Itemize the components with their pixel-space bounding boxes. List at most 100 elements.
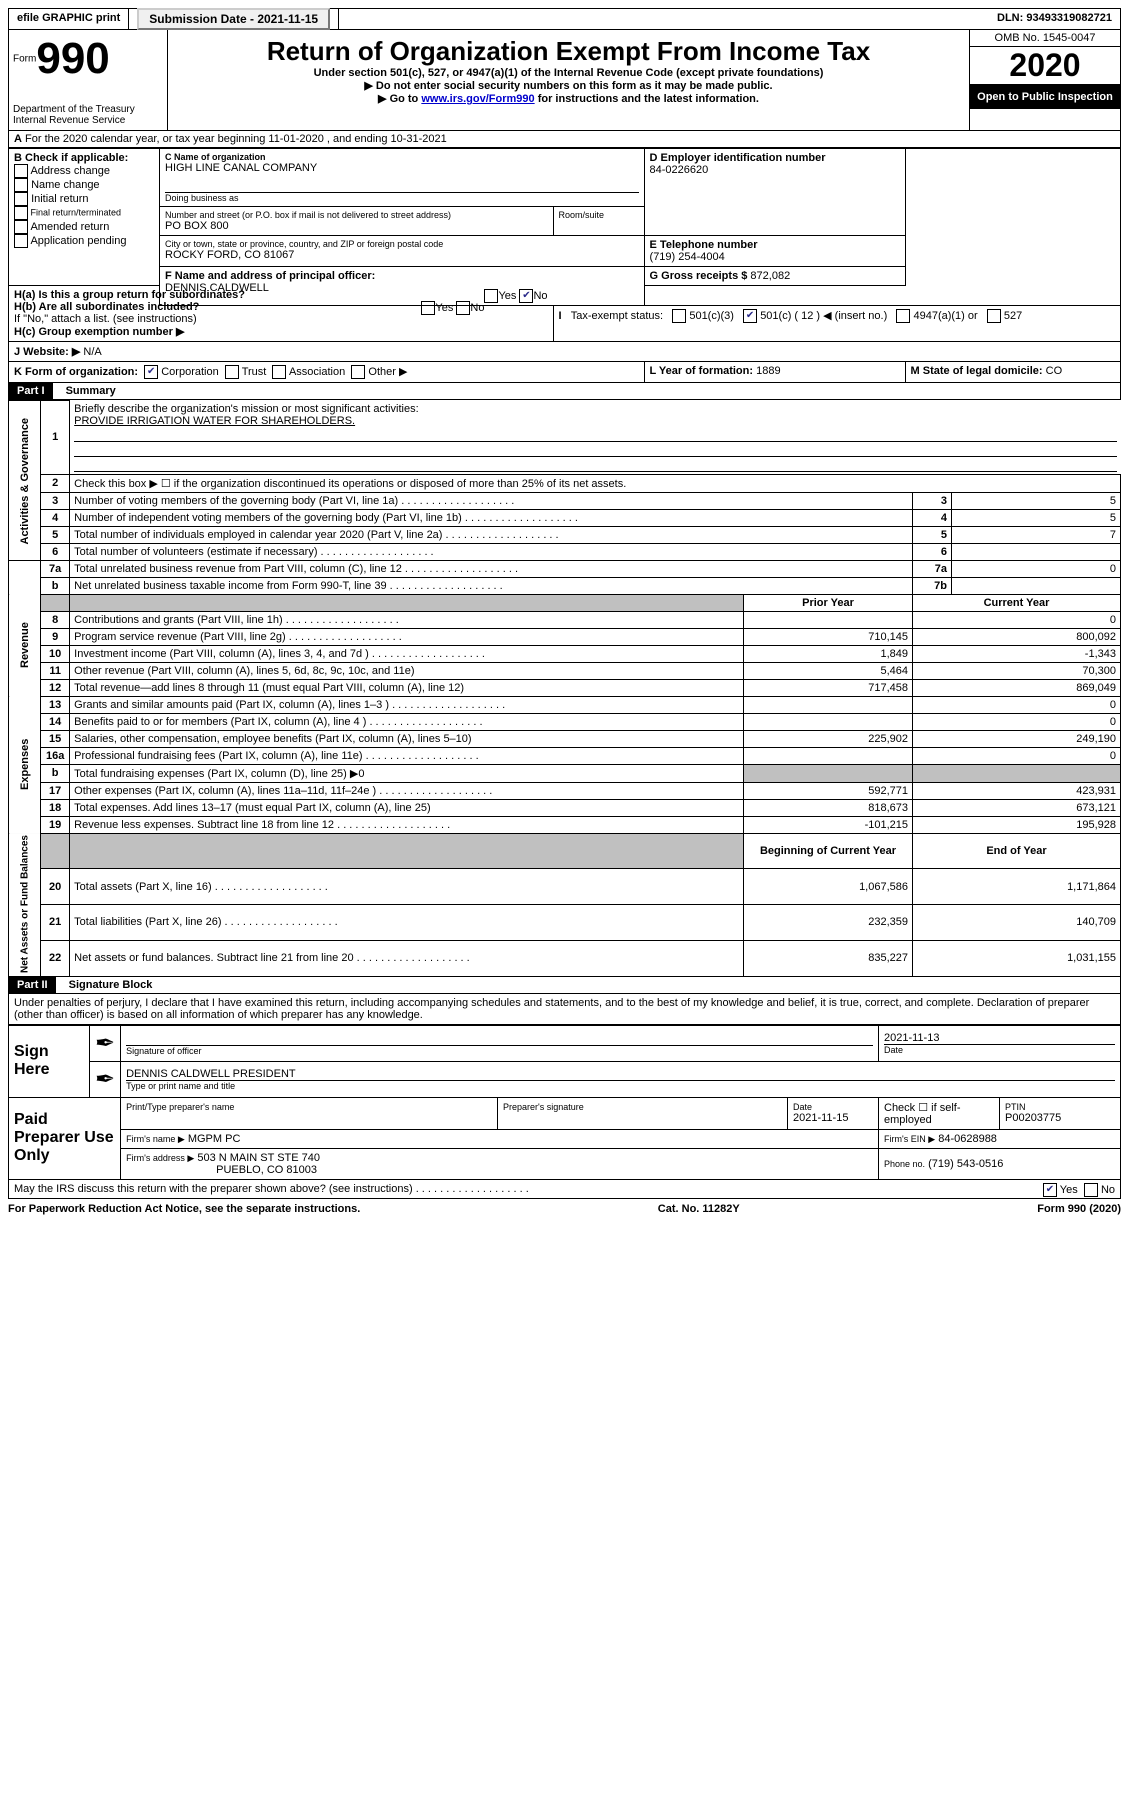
street-label: Number and street (or P.O. box if mail i… (165, 210, 548, 220)
line18-current: 673,121 (913, 799, 1121, 816)
line16b-text: Total fundraising expenses (Part IX, col… (74, 768, 364, 780)
omb-number: OMB No. 1545-0047 (970, 30, 1120, 47)
form-top: Form990 Department of the Treasury Inter… (8, 30, 1121, 131)
signature-table: Sign Here ✒ Signature of officer 2021-11… (8, 1025, 1121, 1180)
dln: DLN: 93493319082721 (339, 9, 1120, 29)
line6-value (952, 543, 1121, 560)
officer-sig-line[interactable] (126, 1031, 873, 1046)
line22-end: 1,031,155 (913, 940, 1121, 976)
check-name-change[interactable]: Name change (14, 178, 154, 192)
officer-typed-name: DENNIS CALDWELL PRESIDENT (126, 1068, 1115, 1081)
line8-current: 0 (913, 611, 1121, 628)
paid-preparer-label: Paid Preparer Use Only (9, 1097, 121, 1179)
goto-pre: ▶ Go to (378, 93, 421, 105)
line13-text: Grants and similar amounts paid (Part IX… (74, 699, 505, 711)
line20-begin: 1,067,586 (744, 869, 913, 905)
form-number: 990 (36, 34, 109, 83)
part2-header-row: Part II Signature Block (8, 977, 1121, 994)
line11-current: 70,300 (913, 662, 1121, 679)
page-footer: For Paperwork Reduction Act Notice, see … (8, 1203, 1121, 1215)
part1-badge: Part I (9, 383, 53, 399)
entity-info-block: B Check if applicable: Address change Na… (8, 148, 1121, 383)
prep-date: 2021-11-15 (793, 1112, 873, 1124)
line15-text: Salaries, other compensation, employee b… (74, 733, 471, 745)
firm-phone-label: Phone no. (884, 1159, 925, 1169)
form-title: Return of Organization Exempt From Incom… (174, 36, 963, 67)
check-other[interactable] (351, 365, 365, 379)
submission-date-cell: Submission Date - 2021-11-15 (129, 9, 339, 29)
section-net-label: Net Assets or Fund Balances (9, 833, 41, 976)
line16a-text: Professional fundraising fees (Part IX, … (74, 750, 479, 762)
check-pending[interactable]: Application pending (14, 234, 154, 248)
city-value: ROCKY FORD, CO 81067 (165, 249, 639, 261)
firm-ein: 84-0628988 (938, 1133, 997, 1145)
check-trust[interactable] (225, 365, 239, 379)
check-assoc[interactable] (272, 365, 286, 379)
line2-text: Check this box ▶ ☐ if the organization d… (70, 474, 1121, 492)
officer-sig-date: 2021-11-13 (884, 1032, 1115, 1045)
line6-text: Total number of volunteers (estimate if … (74, 546, 433, 558)
col-prior: Prior Year (744, 594, 913, 611)
check-initial-return[interactable]: Initial return (14, 192, 154, 206)
line9-prior: 710,145 (744, 628, 913, 645)
domicile-value: CO (1046, 365, 1063, 377)
line13-prior (744, 696, 913, 713)
footer-center: Cat. No. 11282Y (658, 1203, 740, 1215)
check-501c3[interactable] (672, 309, 686, 323)
check-corp[interactable] (144, 365, 158, 379)
city-label: City or town, state or province, country… (165, 239, 639, 249)
dept-treasury: Department of the Treasury Internal Reve… (13, 104, 163, 126)
sign-here-label: Sign Here (9, 1025, 90, 1097)
line11-prior: 5,464 (744, 662, 913, 679)
line19-text: Revenue less expenses. Subtract line 18 … (74, 819, 450, 831)
col-end: End of Year (913, 833, 1121, 869)
instructions-link[interactable]: www.irs.gov/Form990 (421, 93, 534, 105)
line11-text: Other revenue (Part VIII, column (A), li… (74, 665, 414, 677)
website-label: J Website: ▶ (14, 346, 80, 358)
form-subtitle-2: ▶ Do not enter social security numbers o… (174, 79, 963, 92)
line4-value: 5 (952, 509, 1121, 526)
form-org-label: K Form of organization: (14, 366, 138, 378)
check-amended[interactable]: Amended return (14, 220, 154, 234)
org-name: HIGH LINE CANAL COMPANY (165, 162, 639, 174)
submission-date-button[interactable]: Submission Date - 2021-11-15 (137, 8, 330, 30)
check-4947[interactable] (896, 309, 910, 323)
part1-header-row: Part I Summary (8, 383, 1121, 400)
form-word: Form (13, 54, 36, 65)
domicile-label: M State of legal domicile: (911, 365, 1043, 377)
inspection-box: Open to Public Inspection (970, 85, 1120, 109)
firm-ein-label: Firm's EIN ▶ (884, 1134, 935, 1144)
line22-begin: 835,227 (744, 940, 913, 976)
check-527[interactable] (987, 309, 1001, 323)
website-value: N/A (83, 346, 101, 358)
line10-current: -1,343 (913, 645, 1121, 662)
discuss-text: May the IRS discuss this return with the… (14, 1183, 529, 1195)
check-address-change[interactable]: Address change (14, 164, 154, 178)
check-final-return[interactable]: Final return/terminated (14, 206, 154, 220)
line12-prior: 717,458 (744, 679, 913, 696)
line13-current: 0 (913, 696, 1121, 713)
line20-text: Total assets (Part X, line 16) (74, 881, 328, 893)
col-current: Current Year (913, 594, 1121, 611)
line4-text: Number of independent voting members of … (74, 512, 578, 524)
efile-label: efile GRAPHIC print (9, 9, 129, 29)
tax-year-line: A For the 2020 calendar year, or tax yea… (8, 131, 1121, 148)
h-c-row: H(c) Group exemption number ▶ (14, 325, 548, 338)
line7b-value (952, 577, 1121, 594)
line20-end: 1,171,864 (913, 869, 1121, 905)
h-a-row: H(a) Is this a group return for subordin… (14, 289, 548, 301)
line17-text: Other expenses (Part IX, column (A), lin… (74, 785, 492, 797)
check-501c[interactable] (743, 309, 757, 323)
line8-prior (744, 611, 913, 628)
line16a-prior (744, 747, 913, 764)
footer-right: Form 990 (2020) (1037, 1203, 1121, 1215)
line10-prior: 1,849 (744, 645, 913, 662)
ein-label: D Employer identification number (650, 152, 900, 164)
discuss-no[interactable] (1084, 1183, 1098, 1197)
discuss-yes[interactable] (1043, 1183, 1057, 1197)
org-name-label: C Name of organization (165, 152, 639, 162)
perjury-text: Under penalties of perjury, I declare th… (8, 994, 1121, 1025)
self-employed-check[interactable]: Check ☐ if self-employed (879, 1097, 1000, 1129)
goto-post: for instructions and the latest informat… (535, 93, 759, 105)
part1-title: Summary (56, 385, 116, 397)
